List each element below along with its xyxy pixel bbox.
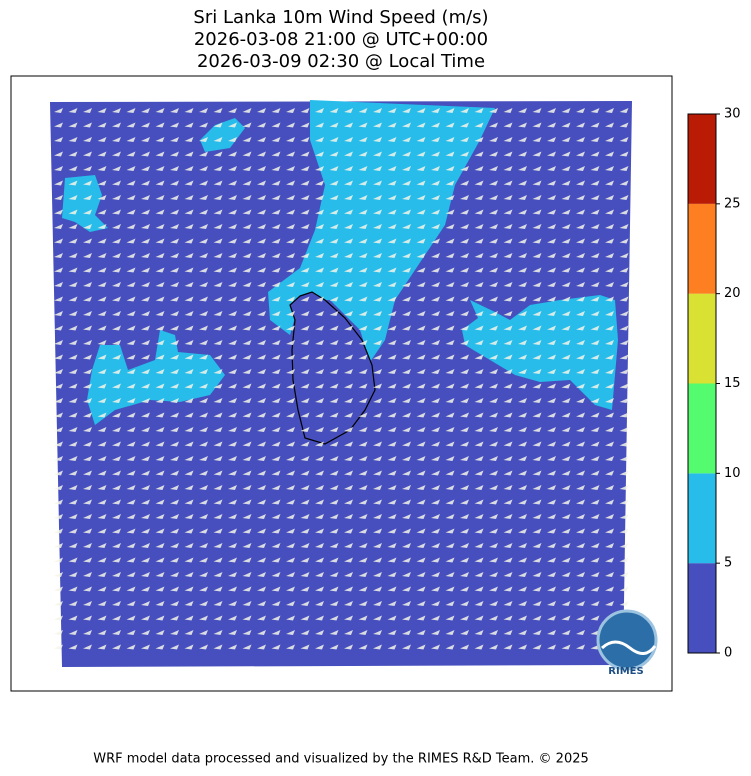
logo-emblem — [596, 609, 658, 671]
footer: WRF model data processed and visualized … — [93, 752, 589, 767]
colorbar-tick-label: 5 — [724, 556, 732, 571]
colorbar-segment — [688, 473, 716, 564]
colorbar-segment — [688, 383, 716, 474]
colorbar-tick-label: 25 — [724, 196, 741, 211]
colorbar-tick-label: 10 — [724, 466, 741, 481]
colorbar-segment — [688, 203, 716, 294]
map — [50, 100, 632, 667]
logo-wave — [600, 640, 657, 655]
wind-region — [268, 100, 495, 362]
colorbar: 0 5 10 15 20 25 30 — [687, 107, 741, 661]
colorbar-tick-label: 30 — [724, 107, 741, 122]
title-line: Sri Lanka 10m Wind Speed (m/s) — [193, 7, 488, 28]
title-line: 2026-03-08 21:00 @ UTC+00:00 — [194, 29, 488, 50]
colorbar-segment — [688, 293, 716, 384]
logo-text: RIMES — [608, 666, 643, 677]
wind-region — [462, 295, 618, 410]
title-line: 2026-03-09 02:30 @ Local Time — [197, 51, 485, 72]
wind-region — [62, 175, 108, 232]
colorbar-segment — [688, 563, 716, 653]
colorbar-tick-label: 0 — [724, 646, 732, 661]
colorbar-tick-label: 15 — [724, 376, 741, 391]
colorbar-segment — [688, 114, 716, 204]
colorbar-tick-label: 20 — [724, 286, 741, 301]
wind-region — [87, 330, 225, 425]
